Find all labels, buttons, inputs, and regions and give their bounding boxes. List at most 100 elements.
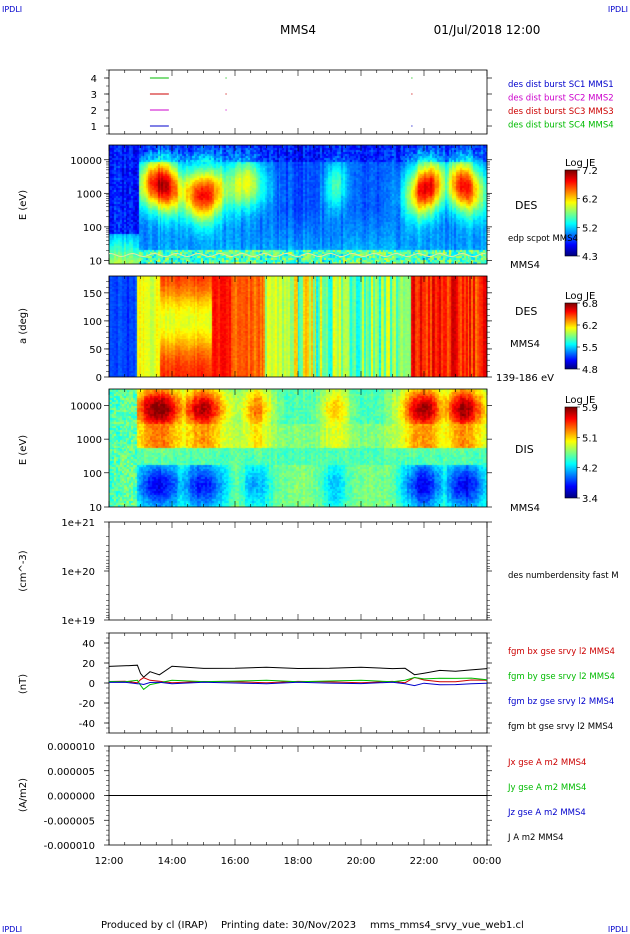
- y-tick-label: 3: [91, 90, 97, 101]
- legend-entry: des dist burst SC2 MMS2: [508, 94, 614, 104]
- legend-entry: fgm bz gse srvy l2 MMS4: [508, 697, 614, 707]
- spectrogram-layer: [109, 145, 487, 507]
- y-tick-label: 10000: [70, 402, 102, 413]
- legend-entry: des dist burst SC3 MMS3: [508, 107, 614, 117]
- y-tick-label: 1: [91, 122, 97, 133]
- y-tick-label: 10: [89, 256, 102, 267]
- y-tick-label: 10: [89, 503, 102, 514]
- y-tick-label: 1000: [77, 189, 102, 200]
- legend-entry: Jx gse A m2 MMS4: [507, 758, 586, 768]
- y-tick-label: 0: [96, 373, 102, 384]
- footer-printing-date: Printing date: 30/Nov/2023: [221, 920, 356, 931]
- y-tick-label: 2: [91, 106, 97, 117]
- fgm-series-line: [108, 681, 488, 687]
- legend-entry: fgm by gse srvy l2 MMS4: [508, 672, 615, 682]
- footer-source-file: mms_mms4_srvy_vue_web1.cl: [370, 920, 524, 931]
- y-tick-label: -20: [79, 699, 95, 710]
- colorbar-2: [565, 303, 577, 369]
- x-tick-label: 22:00: [410, 856, 439, 867]
- energy-range-label: 139-186 eV: [496, 373, 554, 384]
- legend-entry: J A m2 MMS4: [507, 833, 564, 843]
- y-tick-label: 100: [83, 469, 102, 480]
- colorbar-tick-label: 7.2: [582, 166, 598, 177]
- corner-label-top-left: IPDLI: [2, 5, 22, 14]
- legend-entry: des dist burst SC4 MMS4: [508, 121, 614, 131]
- y-tick-label: 40: [82, 639, 95, 650]
- y-tick-label: 100: [83, 223, 102, 234]
- fgm-series-line: [108, 676, 488, 684]
- fgm-series-line: [108, 676, 488, 691]
- instrument-label: DES: [515, 305, 537, 318]
- legend-entry: fgm bt gse srvy l2 MMS4: [508, 722, 613, 732]
- legend-entry: Jy gse A m2 MMS4: [507, 783, 586, 793]
- colorbar-title: Log JE: [565, 291, 595, 302]
- panel-frame-4: [108, 521, 488, 621]
- overlay-label: edp scpot MMS4: [508, 234, 578, 244]
- y-axis-label: (A/m2): [18, 778, 29, 812]
- colorbar-tick-label: 5.9: [582, 403, 598, 414]
- legend-entry: des numberdensity fast M: [508, 571, 619, 581]
- y-tick-label: 4: [91, 74, 97, 85]
- colorbar-1: [565, 170, 577, 256]
- colorbar-tick-label: 6.2: [582, 195, 598, 206]
- spacecraft-label: MMS4: [510, 260, 540, 271]
- y-axis-label: (nT): [18, 674, 29, 694]
- y-tick-label: 100: [83, 317, 102, 328]
- y-axis-label: E (eV): [18, 435, 29, 465]
- legend-entry: des dist burst SC1 MMS1: [508, 80, 614, 90]
- spacecraft-title: MMS4: [280, 23, 316, 37]
- x-tick-label: 14:00: [158, 856, 187, 867]
- y-tick-label: 0: [89, 679, 95, 690]
- footer-credit: Produced by cl (IRAP): [101, 920, 208, 931]
- instrument-label: DES: [515, 199, 537, 212]
- y-tick-label: 0.000000: [47, 792, 95, 803]
- colorbar-tick-label: 6.8: [582, 299, 598, 310]
- y-tick-label: 1000: [77, 435, 102, 446]
- colorbar-tick-label: 3.4: [582, 494, 598, 505]
- fgm-series-line: [108, 664, 488, 678]
- x-tick-label: 16:00: [221, 856, 250, 867]
- spacecraft-label: MMS4: [510, 503, 540, 514]
- y-tick-label: 0.000005: [47, 767, 95, 778]
- colorbar-tick-label: 4.2: [582, 464, 598, 475]
- colorbar-title: Log JE: [565, 158, 595, 169]
- x-tick-label: 18:00: [284, 856, 313, 867]
- instrument-label: DIS: [515, 443, 534, 456]
- legend-entry: Jz gse A m2 MMS4: [507, 808, 586, 818]
- colorbar-title: Log JE: [565, 395, 595, 406]
- des-energy-spectrogram: [109, 145, 487, 264]
- y-tick-label: 1e+19: [61, 616, 95, 627]
- corner-label-bottom-left: IPDLI: [2, 925, 22, 934]
- y-axis-label: E (eV): [18, 190, 29, 220]
- colorbar-tick-label: 4.3: [582, 252, 598, 263]
- corner-label-bottom-right: IPDLI: [608, 925, 628, 934]
- panel-frame-0: [108, 69, 488, 135]
- y-tick-label: 20: [82, 659, 95, 670]
- colorbar-frame-1: [564, 169, 578, 257]
- y-tick-label: 150: [83, 289, 102, 300]
- y-tick-label: -40: [79, 719, 95, 730]
- colorbar-tick-label: 5.1: [582, 433, 598, 444]
- colorbar-tick-label: 4.8: [582, 365, 598, 376]
- colorbar-frame-3: [564, 406, 578, 499]
- y-tick-label: 0.000010: [47, 742, 95, 753]
- datetime-title: 01/Jul/2018 12:00: [434, 23, 541, 37]
- colorbar-tick-label: 6.2: [582, 321, 598, 332]
- y-tick-label: 1e+21: [61, 518, 95, 529]
- colorbar-3: [565, 407, 577, 498]
- colorbar-tick-label: 5.2: [582, 223, 598, 234]
- y-tick-label: -0.000005: [44, 816, 95, 827]
- y-tick-label: 50: [89, 345, 102, 356]
- dis-energy-spectrogram: [109, 389, 487, 507]
- spacecraft-label: MMS4: [510, 339, 540, 350]
- scpot-overlay-line: [108, 252, 486, 258]
- colorbar-tick-label: 5.5: [582, 343, 598, 354]
- y-tick-label: -0.000010: [44, 841, 95, 852]
- des-pitch-spectrogram: [109, 276, 487, 377]
- y-axis-label: (cm^-3): [18, 550, 29, 591]
- legend-entry: fgm bx gse srvy l2 MMS4: [508, 647, 615, 657]
- x-tick-label: 00:00: [473, 856, 502, 867]
- x-tick-label: 20:00: [347, 856, 376, 867]
